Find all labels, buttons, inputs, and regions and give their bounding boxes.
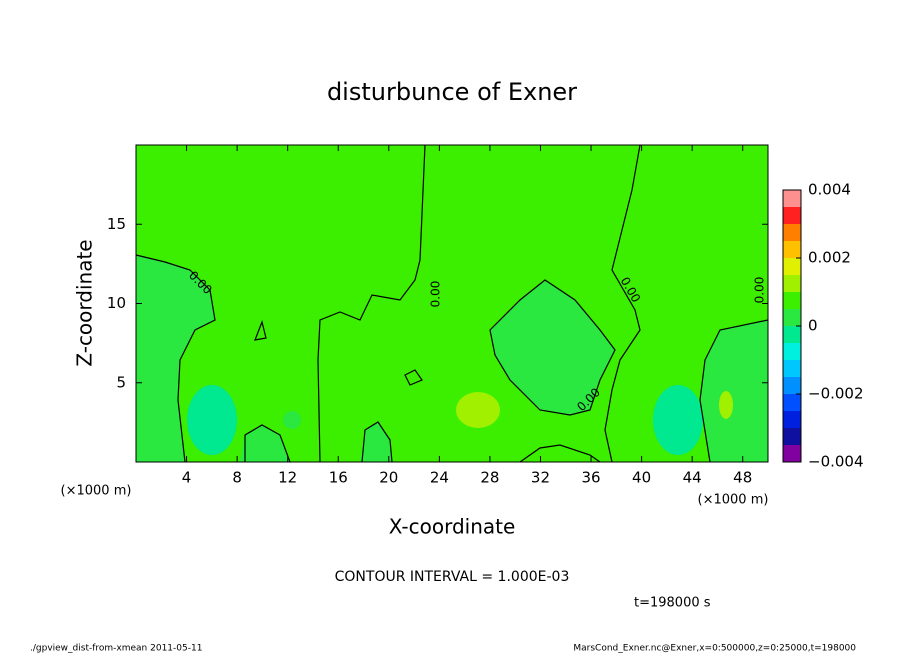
footer-right: MarsCond_Exner.nc@Exner,x=0:500000,z=0:2…	[573, 644, 856, 654]
x-tick-label: 48	[733, 469, 752, 487]
colorbar-swatch	[783, 292, 801, 309]
colorbar-tick-label: 0.002	[808, 249, 851, 267]
contour-interval: CONTOUR INTERVAL = 1.000E-03	[335, 569, 570, 585]
chart-title: disturbunce of Exner	[327, 78, 577, 106]
x-tick-label: 20	[379, 469, 398, 487]
field-fill	[187, 385, 237, 455]
colorbar-tick-label: −0.002	[808, 385, 864, 403]
colorbar-swatch	[783, 275, 801, 292]
colorbar-tick-label: −0.004	[808, 453, 864, 471]
field-fill	[456, 392, 500, 428]
contour-line	[489, 279, 616, 416]
colorbar-swatch	[783, 377, 801, 394]
contour-line	[699, 319, 769, 463]
contour-label: 0.00	[753, 277, 767, 304]
colorbar-swatch	[783, 394, 801, 411]
x-tick-label: 40	[632, 469, 651, 487]
y-tick-label: 15	[107, 215, 126, 233]
colorbar-swatch	[783, 326, 801, 343]
field-fill	[136, 255, 215, 462]
contour-label: 0.00	[429, 281, 443, 308]
colorbar-swatch	[783, 224, 801, 241]
x-tick-label: 44	[683, 469, 702, 487]
contour-line	[604, 144, 641, 463]
contour-line	[135, 254, 216, 463]
x-tick-label: 36	[581, 469, 600, 487]
colorbar-swatch	[783, 241, 801, 258]
footer-left: ./gpview_dist-from-xmean 2011-05-11	[30, 644, 202, 654]
x-tick-label: 24	[430, 469, 449, 487]
x-tick-label: 28	[480, 469, 499, 487]
time-label: t=198000 s	[634, 596, 711, 611]
x-tick-label: 8	[232, 469, 242, 487]
contour-line	[361, 421, 393, 463]
colorbar-swatch	[783, 207, 801, 224]
x-unit: (×1000 m)	[698, 493, 769, 508]
field-fill	[490, 280, 615, 415]
colorbar-swatch	[783, 190, 801, 207]
colorbar-swatch	[783, 309, 801, 326]
colorbar-swatch	[783, 428, 801, 445]
contour-line	[317, 144, 426, 463]
x-tick-label: 12	[278, 469, 297, 487]
colorbar-swatch	[783, 411, 801, 428]
contour-line	[244, 424, 291, 463]
x-tick-label: 32	[531, 469, 550, 487]
colorbar-tick-label: 0.004	[808, 181, 851, 199]
x-tick-label: 16	[329, 469, 348, 487]
field	[135, 144, 769, 463]
contour-line	[519, 444, 601, 463]
colorbar-swatch	[783, 445, 801, 462]
x-tick-label: 4	[182, 469, 192, 487]
y-tick-label: 5	[116, 373, 126, 391]
y-axis-label: Z-coordinate	[73, 239, 97, 366]
y-unit: (×1000 m)	[61, 484, 132, 499]
contour-line	[254, 320, 267, 341]
field-fill	[700, 320, 768, 462]
colorbar-swatch	[783, 343, 801, 360]
contour-line	[404, 369, 423, 386]
colorbar-swatch	[783, 360, 801, 377]
field-fill	[653, 385, 703, 455]
colorbar-swatch	[783, 258, 801, 275]
field-fill	[719, 391, 733, 419]
colorbar-tick-label: 0	[808, 317, 818, 335]
field-fill	[283, 411, 301, 429]
y-tick-label: 10	[107, 294, 126, 312]
x-axis-label: X-coordinate	[389, 515, 516, 539]
